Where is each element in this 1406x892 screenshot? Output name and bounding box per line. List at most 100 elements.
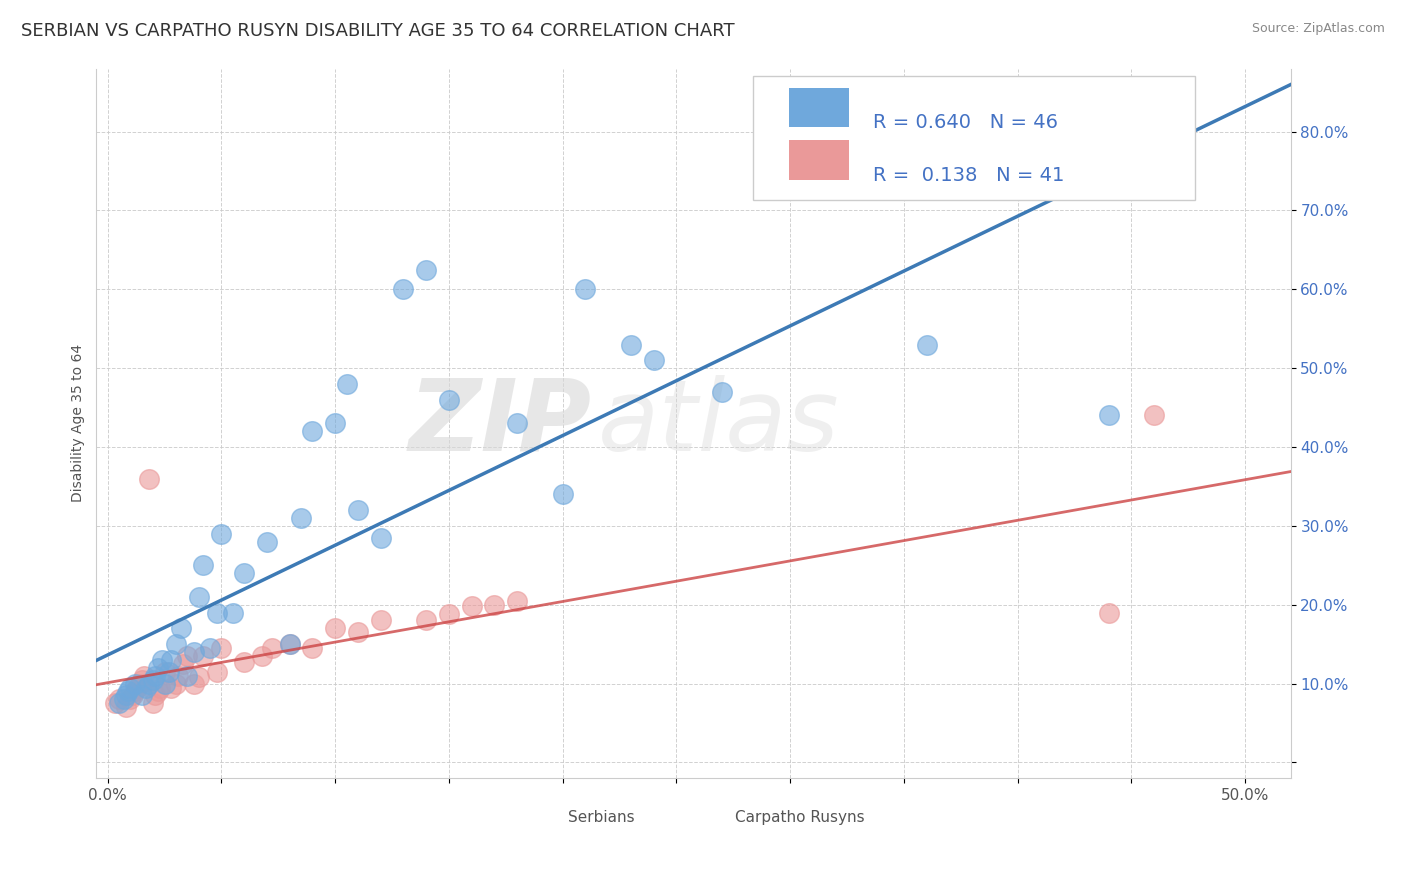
Point	[131, 673, 153, 687]
Text: atlas: atlas	[598, 375, 839, 472]
Point	[915, 337, 938, 351]
Point	[643, 353, 665, 368]
Point	[142, 673, 165, 687]
Point	[146, 684, 169, 698]
Point	[187, 670, 209, 684]
Point	[165, 676, 187, 690]
Point	[460, 599, 482, 614]
Point	[710, 384, 733, 399]
Point	[134, 669, 156, 683]
Point	[347, 503, 370, 517]
Point	[335, 376, 357, 391]
Point	[437, 607, 460, 622]
Point	[437, 392, 460, 407]
Point	[146, 661, 169, 675]
Point	[301, 424, 323, 438]
Point	[278, 637, 301, 651]
Point	[1097, 606, 1119, 620]
Point	[160, 653, 183, 667]
Point	[167, 669, 190, 683]
FancyBboxPatch shape	[526, 806, 557, 828]
Point	[160, 681, 183, 695]
Point	[157, 665, 180, 679]
Point	[150, 653, 173, 667]
Point	[193, 648, 215, 663]
Text: ZIP: ZIP	[409, 375, 592, 472]
Point	[1097, 409, 1119, 423]
Text: Source: ZipAtlas.com: Source: ZipAtlas.com	[1251, 22, 1385, 36]
FancyBboxPatch shape	[789, 140, 849, 179]
Point	[169, 621, 191, 635]
Text: Serbians: Serbians	[568, 810, 634, 825]
Text: SERBIAN VS CARPATHO RUSYN DISABILITY AGE 35 TO 64 CORRELATION CHART: SERBIAN VS CARPATHO RUSYN DISABILITY AGE…	[21, 22, 735, 40]
FancyBboxPatch shape	[754, 76, 1195, 200]
Point	[484, 598, 506, 612]
Point	[153, 676, 176, 690]
Point	[392, 282, 415, 296]
Point	[142, 696, 165, 710]
Point	[172, 657, 194, 671]
Point	[620, 337, 643, 351]
Point	[193, 558, 215, 573]
Point	[205, 665, 228, 679]
Point	[370, 531, 392, 545]
Point	[135, 681, 157, 695]
FancyBboxPatch shape	[693, 806, 723, 828]
Point	[128, 676, 150, 690]
Point	[108, 696, 131, 710]
Point	[153, 665, 176, 679]
Point	[551, 487, 574, 501]
Point	[301, 641, 323, 656]
Point	[323, 621, 346, 635]
Point	[211, 641, 233, 656]
Point	[506, 594, 529, 608]
Point	[323, 417, 346, 431]
Point	[415, 614, 437, 628]
Point	[347, 625, 370, 640]
FancyBboxPatch shape	[789, 87, 849, 127]
Point	[256, 534, 278, 549]
Point	[187, 590, 209, 604]
Point	[205, 606, 228, 620]
Point	[120, 692, 142, 706]
Point	[138, 472, 160, 486]
Point	[103, 696, 125, 710]
Point	[506, 417, 529, 431]
Point	[124, 676, 146, 690]
Point	[252, 648, 274, 663]
Point	[124, 684, 146, 698]
Point	[115, 700, 138, 714]
Point	[574, 282, 596, 296]
Point	[165, 637, 187, 651]
Point	[115, 689, 138, 703]
Point	[278, 637, 301, 651]
Point	[198, 641, 221, 656]
Point	[1143, 409, 1166, 423]
Point	[145, 689, 167, 703]
Point	[112, 692, 135, 706]
Y-axis label: Disability Age 35 to 64: Disability Age 35 to 64	[72, 344, 86, 502]
Point	[127, 681, 149, 695]
Point	[176, 669, 198, 683]
Text: Carpatho Rusyns: Carpatho Rusyns	[735, 810, 865, 825]
Point	[138, 676, 160, 690]
Point	[131, 689, 153, 703]
Point	[149, 681, 172, 695]
Point	[176, 648, 198, 663]
Point	[145, 669, 167, 683]
Point	[120, 681, 142, 695]
Text: R = 0.640   N = 46: R = 0.640 N = 46	[873, 113, 1057, 132]
Point	[415, 262, 437, 277]
Point	[233, 655, 256, 669]
Point	[121, 689, 143, 703]
Text: R =  0.138   N = 41: R = 0.138 N = 41	[873, 166, 1064, 186]
Point	[370, 614, 392, 628]
Point	[183, 676, 205, 690]
Point	[183, 645, 205, 659]
Point	[117, 684, 139, 698]
Point	[211, 526, 233, 541]
Point	[108, 692, 131, 706]
Point	[233, 566, 256, 581]
Point	[222, 606, 245, 620]
Point	[290, 511, 312, 525]
